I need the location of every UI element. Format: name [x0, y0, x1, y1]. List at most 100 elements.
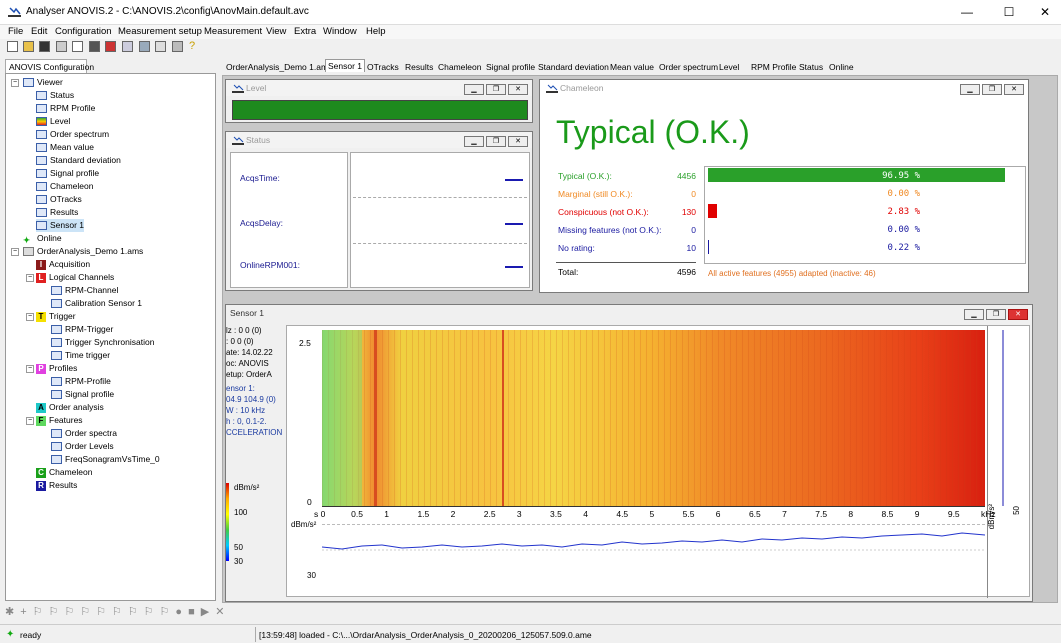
open-icon[interactable]: [23, 41, 34, 52]
run-icon[interactable]: ✱: [5, 606, 21, 618]
restore-icon[interactable]: ❐: [986, 309, 1006, 320]
print-icon[interactable]: [56, 41, 67, 52]
tree-item-order-spectrum[interactable]: Order spectrum: [36, 128, 109, 141]
new-icon[interactable]: [7, 41, 18, 52]
tree-item-status[interactable]: Status: [36, 89, 74, 102]
tree-item-level[interactable]: Level: [36, 115, 70, 128]
tab-results[interactable]: Results: [405, 62, 434, 72]
menu-help[interactable]: Help: [366, 26, 386, 37]
tab-order-analysis-demo[interactable]: OrderAnalysis_Demo 1.ams: [226, 62, 333, 72]
restore-icon[interactable]: ❐: [486, 84, 506, 95]
grid-icon[interactable]: [155, 41, 166, 52]
tree-item-order-levels[interactable]: Order Levels: [51, 440, 114, 453]
close-icon[interactable]: ✕: [1008, 309, 1028, 320]
tree-item-chameleon[interactable]: Chameleon: [36, 180, 93, 193]
tree-item-profiles[interactable]: P Profiles: [36, 362, 77, 375]
tree-item-trigger[interactable]: T Trigger: [36, 310, 76, 323]
report-icon[interactable]: [122, 41, 133, 52]
tree-item-otracks[interactable]: OTracks: [36, 193, 82, 206]
tab-otracks[interactable]: OTracks: [367, 62, 399, 72]
copy-icon[interactable]: [72, 41, 83, 52]
tab-order-spectrum[interactable]: Order spectrum: [659, 62, 719, 72]
maximize-button[interactable]: ☐: [1003, 5, 1015, 19]
chameleon-headline: Typical (O.K.): [556, 114, 750, 150]
record-icon[interactable]: ●: [175, 606, 189, 618]
level-bar: [232, 100, 528, 120]
tab-sensor-1[interactable]: Sensor 1: [325, 59, 366, 72]
level-trace-plot: [321, 524, 986, 574]
minimize-icon[interactable]: ▁: [964, 309, 984, 320]
menu-window[interactable]: Window: [323, 26, 357, 37]
tab-level[interactable]: Level: [719, 62, 740, 72]
menu-measurement-setup[interactable]: Measurement setup: [118, 26, 202, 37]
close-icon[interactable]: ✕: [508, 84, 528, 95]
cancel-icon[interactable]: ✕: [215, 606, 231, 618]
menu-extra[interactable]: Extra: [294, 26, 317, 37]
tree-item-mean-value[interactable]: Mean value: [36, 141, 94, 154]
menu-edit[interactable]: Edit: [31, 26, 48, 37]
tab-chameleon[interactable]: Chameleon: [438, 62, 482, 72]
menu-view[interactable]: View: [266, 26, 287, 37]
tree-item-time-trigger[interactable]: Time trigger: [51, 349, 110, 362]
x-tick-label: 0.5: [351, 509, 363, 519]
viewer-item-icon: [36, 91, 47, 101]
tree-item-rpm-trigger[interactable]: RPM-Trigger: [51, 323, 113, 336]
config-icon[interactable]: [89, 41, 100, 52]
tree-item-project[interactable]: OrderAnalysis_Demo 1.ams: [23, 245, 143, 258]
help-icon[interactable]: ?: [189, 40, 196, 52]
tree-item-acquisition[interactable]: I Acquisition: [36, 258, 90, 271]
tree-item-sensor-1[interactable]: Sensor 1: [36, 219, 85, 232]
toolbar: ?: [0, 39, 1061, 55]
close-icon[interactable]: ✕: [1004, 84, 1024, 95]
record-icon[interactable]: [105, 41, 116, 52]
tree-item-rpm-channel[interactable]: RPM-Channel: [51, 284, 118, 297]
tree-item-results-2[interactable]: R Results: [36, 479, 77, 492]
restore-icon[interactable]: ❐: [982, 84, 1002, 95]
chameleon-row-label: Conspicuous (not O.K.):: [558, 207, 649, 217]
window-icon: [546, 84, 558, 93]
menu-configuration[interactable]: Configuration: [55, 26, 112, 37]
tree-item-logical-channels[interactable]: L Logical Channels: [36, 271, 114, 284]
tab-online[interactable]: Online: [829, 62, 854, 72]
tree-item-rpm-profile[interactable]: RPM Profile: [36, 102, 95, 115]
close-icon[interactable]: ✕: [508, 136, 528, 147]
chameleon-row-bar: [708, 240, 709, 254]
tree-item-viewer[interactable]: Viewer: [23, 76, 63, 89]
tree-item-signal-profile-2[interactable]: Signal profile: [51, 388, 114, 401]
minimize-button[interactable]: —: [961, 5, 973, 19]
play-icon[interactable]: ▶: [200, 606, 216, 618]
minimize-icon[interactable]: ▁: [464, 136, 484, 147]
layout-icon[interactable]: [139, 41, 150, 52]
tree-item-rpm-profile-2[interactable]: RPM-Profile: [51, 375, 111, 388]
configuration-tab[interactable]: ANOVIS Configuration: [5, 59, 94, 73]
minimize-icon[interactable]: ▁: [960, 84, 980, 95]
tab-status[interactable]: Status: [799, 62, 824, 72]
tree-item-freq-sonagram[interactable]: FreqSonagramVsTime_0: [51, 453, 160, 466]
tab-mean-value[interactable]: Mean value: [610, 62, 654, 72]
tab-rpm-profile[interactable]: RPM Profile: [751, 62, 797, 72]
tree-item-order-spectra[interactable]: Order spectra: [51, 427, 117, 440]
tree-item-standard-deviation[interactable]: Standard deviation: [36, 154, 121, 167]
tree-item-signal-profile[interactable]: Signal profile: [36, 167, 99, 180]
viewer-item-icon: [36, 104, 47, 114]
menu-measurement[interactable]: Measurement: [204, 26, 263, 37]
add-icon[interactable]: +: [20, 606, 33, 618]
tree-item-results[interactable]: Results: [36, 206, 78, 219]
tab-standard-deviation[interactable]: Standard deviation: [538, 62, 609, 72]
close-button[interactable]: ✕: [1039, 5, 1051, 19]
minimize-icon[interactable]: ▁: [464, 84, 484, 95]
restore-icon[interactable]: ❐: [486, 136, 506, 147]
step-icon[interactable]: ⚐⚐⚐⚐⚐⚐⚐⚐⚐: [32, 606, 176, 618]
tree-item-order-analysis[interactable]: A Order analysis: [36, 401, 104, 414]
stop-icon[interactable]: ■: [188, 606, 201, 618]
tree-item-online[interactable]: ✦ Online: [23, 233, 62, 246]
save-icon[interactable]: [39, 41, 50, 52]
tree-item-features[interactable]: F Features: [36, 414, 83, 427]
tree-item-trigger-synchronisation[interactable]: Trigger Synchronisation: [51, 336, 154, 349]
table-icon[interactable]: [172, 41, 183, 52]
tree-item-calibration-sensor[interactable]: Calibration Sensor 1: [51, 297, 142, 310]
viewer-item-icon: [36, 169, 47, 179]
tab-signal-profile[interactable]: Signal profile: [486, 62, 536, 72]
tree-item-chameleon-2[interactable]: C Chameleon: [36, 466, 92, 479]
menu-file[interactable]: File: [8, 26, 24, 37]
